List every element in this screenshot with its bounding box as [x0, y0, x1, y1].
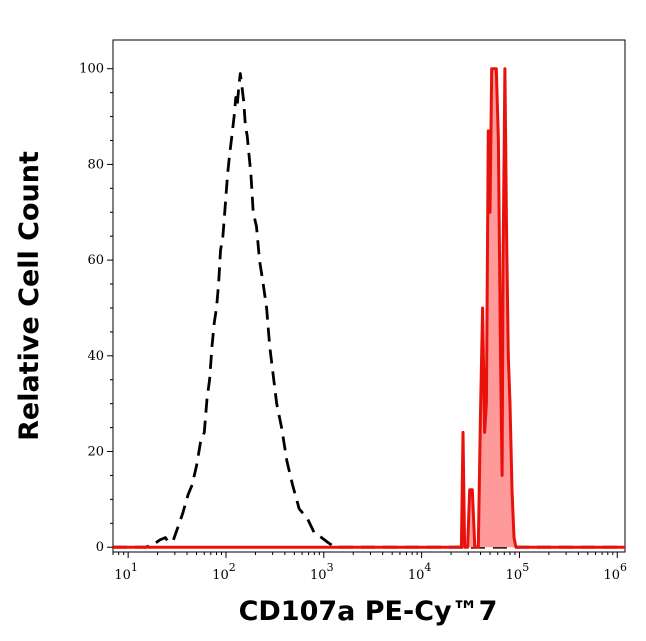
y-tick-label-5: 100: [79, 62, 104, 77]
x-tick-label-2: 103: [310, 561, 334, 583]
x-axis-title: CD107a PE-Cy™7: [239, 596, 498, 627]
x-tick-label-4: 105: [506, 561, 530, 583]
series-layer: [113, 67, 625, 549]
y-axis-title: Relative Cell Count: [14, 151, 45, 441]
y-minor-ticks: [110, 92, 113, 524]
x-tick-label-3: 104: [408, 561, 432, 583]
y-axis-ticks: 0 20 40 60 80 100: [79, 62, 113, 555]
y-tick-label-0: 0: [96, 540, 104, 555]
x-tick-label-1: 102: [212, 561, 236, 583]
x-tick-label-5: 106: [603, 561, 627, 583]
y-tick-label-2: 40: [87, 349, 104, 364]
y-tick-label-4: 80: [87, 157, 104, 172]
x-axis-ticks: 101 102 103 104 105 106: [114, 552, 627, 583]
series-1-line: [113, 67, 625, 549]
y-tick-label-1: 20: [87, 445, 104, 460]
y-tick-label-3: 60: [87, 253, 104, 268]
plot-frame: [112, 39, 626, 553]
x-minor-ticks: [112, 552, 614, 555]
x-tick-label-0: 101: [114, 561, 138, 583]
series-1-fill: [113, 68, 625, 548]
series-0-line: [113, 72, 618, 549]
